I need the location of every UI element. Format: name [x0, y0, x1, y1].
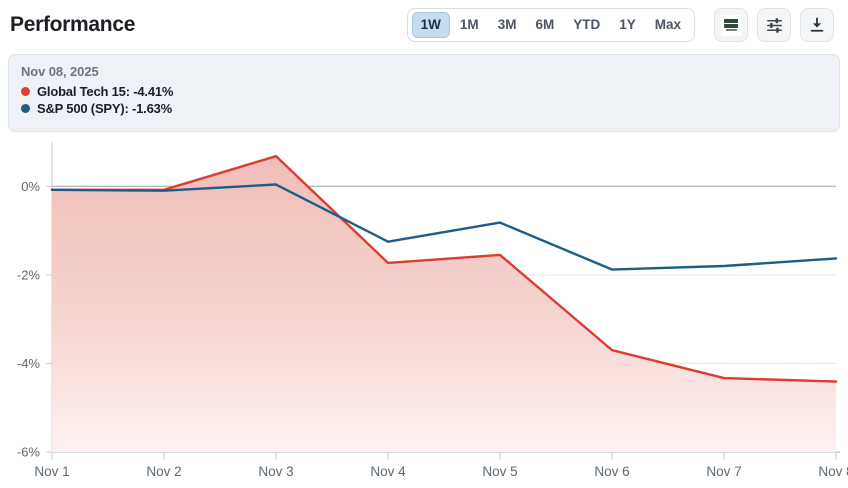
legend-dot-sp-500 [21, 104, 30, 113]
range-button-1w[interactable]: 1W [411, 12, 450, 38]
chart-plot-area[interactable]: 0% -2% -4% -6% Nov 1 Nov 2 Nov 3 Nov 4 Nov 5 Nov… [0, 136, 848, 488]
time-range-selector[interactable]: 1W 1M 3M 6M YTD 1Y Max [406, 8, 695, 42]
series-line-sp-500[interactable] [50, 183, 838, 271]
panel-header: Performance 1W 1M 3M 6M YTD 1Y Max [0, 0, 848, 50]
x-axis-tick-label: Nov 1 [34, 464, 69, 479]
x-tick-marks [51, 452, 837, 460]
range-button-max[interactable]: Max [646, 12, 690, 38]
page-title: Performance [10, 13, 136, 36]
tooltip-date: Nov 08, 2025 [21, 64, 99, 79]
range-button-6m[interactable]: 6M [526, 12, 563, 38]
tooltip-row-global-tech-15: Global Tech 15: -4.41% [21, 84, 827, 99]
y-tick-marks [46, 185, 52, 453]
y-axis-tick-label: -2% [17, 267, 41, 282]
x-axis-tick-label: Nov 4 [370, 464, 406, 479]
y-axis-tick-label: -4% [17, 356, 41, 371]
x-axis-labels: Nov 1 Nov 2 Nov 3 Nov 4 Nov 5 Nov 6 Nov 7 Nov 8 [34, 464, 848, 479]
y-axis-tick-label: -6% [17, 445, 41, 460]
y-axis-tick-label: 0% [21, 179, 40, 194]
x-axis-tick-label: Nov 5 [482, 464, 517, 479]
brand-logo-icon [720, 14, 742, 36]
x-axis-tick-label: Nov 3 [258, 464, 293, 479]
x-axis-tick-label: Nov 7 [706, 464, 741, 479]
x-axis-tick-label: Nov 8 [818, 464, 848, 479]
range-button-1m[interactable]: 1M [451, 12, 488, 38]
download-button[interactable] [800, 8, 834, 42]
x-axis-tick-label: Nov 6 [594, 464, 629, 479]
sliders-icon [766, 17, 782, 33]
x-axis-tick-label: Nov 2 [146, 464, 181, 479]
chart-settings-button[interactable] [757, 8, 791, 42]
tooltip-label-sp-500: S&P 500 (SPY): -1.63% [37, 101, 173, 116]
series-area-global-tech-15 [52, 156, 836, 453]
y-axis-labels: 0% -2% -4% -6% [17, 179, 41, 460]
range-button-ytd[interactable]: YTD [564, 12, 609, 38]
chart-tooltip: Nov 08, 2025 Global Tech 15: -4.41% S&P … [8, 54, 840, 132]
series-line-global-tech-15[interactable] [50, 154, 838, 383]
range-button-3m[interactable]: 3M [489, 12, 526, 38]
tooltip-row-sp-500: S&P 500 (SPY): -1.63% [21, 101, 827, 116]
download-icon [810, 17, 824, 32]
tooltip-label-global-tech-15: Global Tech 15: -4.41% [37, 84, 174, 99]
legend-dot-global-tech-15 [21, 87, 30, 96]
performance-line-chart[interactable]: 0%-2%-4%-6% Nov 1 Nov 2 Nov 3 Nov 4 Nov 5 Nov… [0, 136, 848, 488]
brand-logo-button[interactable] [714, 8, 748, 42]
range-button-1y[interactable]: 1Y [610, 12, 645, 38]
